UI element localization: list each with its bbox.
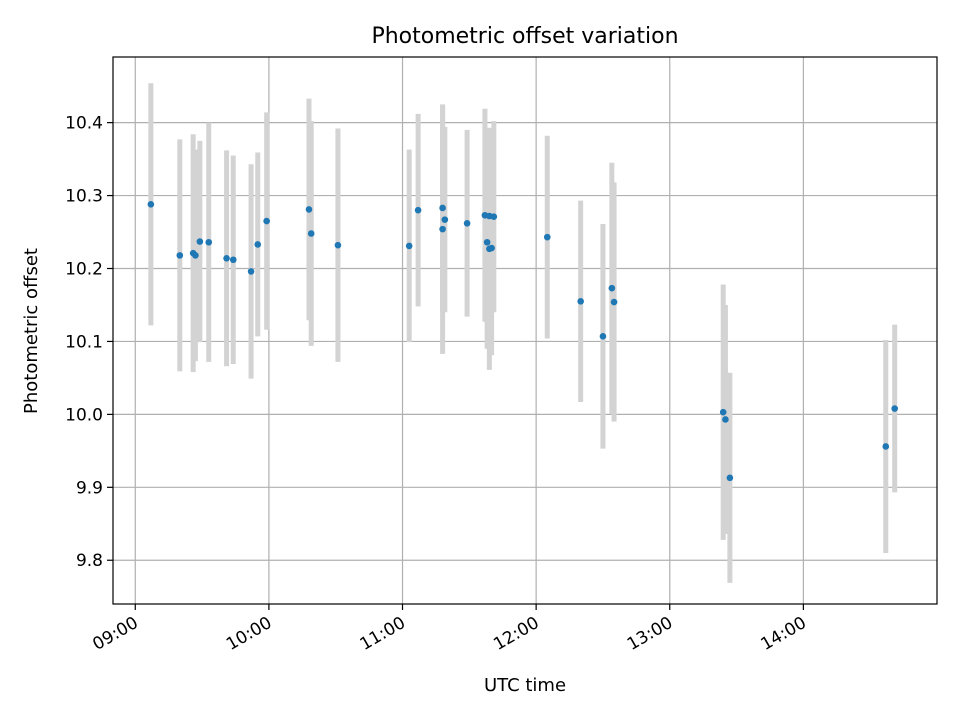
y-tick-label: 9.8 [76,551,103,571]
data-point [223,254,230,262]
y-tick-label: 10.2 [65,260,103,280]
data-point [722,416,729,423]
y-axis-label: Photometric offset [21,248,42,414]
data-point [263,217,270,225]
data-point [334,241,342,249]
data-point [405,242,413,250]
data-point [719,408,727,416]
data-point [414,206,422,214]
data-point [439,204,446,212]
y-tick-label: 10.3 [65,187,103,207]
data-point [441,216,449,223]
data-point [599,333,607,340]
data-point [463,219,471,227]
y-tick-label: 9.9 [76,478,103,498]
data-point [490,213,498,221]
data-points [147,201,898,482]
data-point [608,284,616,292]
y-tick-label: 10.4 [65,114,103,134]
data-point [543,233,551,241]
data-point [488,244,495,252]
data-point [196,238,204,245]
y-tick-label: 10.0 [65,405,103,425]
chart-title: Photometric offset variation [371,24,678,49]
data-point [176,252,184,259]
data-point [205,238,213,246]
y-axis-ticks: 9.8 9.9 10.0 10.1 10.2 10.3 10.4 [65,114,113,571]
data-point [229,256,237,264]
data-point [891,405,898,412]
data-point [305,206,313,213]
data-point [882,443,890,450]
data-point [483,238,491,246]
data-point [307,230,315,237]
data-point [247,268,255,275]
data-point [610,298,618,306]
plot-frame [112,56,938,605]
y-tick-label: 10.1 [65,332,103,352]
data-point [439,225,446,233]
data-point [254,241,262,248]
x-axis-label: UTC time [484,675,566,696]
data-point [577,298,584,305]
data-point [192,252,199,259]
data-point [726,474,734,482]
data-point [147,201,155,208]
